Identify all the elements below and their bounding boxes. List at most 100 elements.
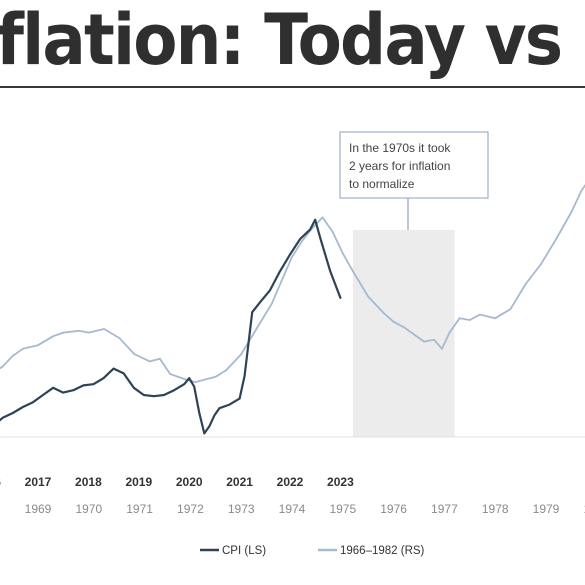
data-point xyxy=(314,218,317,221)
legend: CPI (LS) 1966–1982 (RS) xyxy=(200,545,425,557)
data-point xyxy=(441,347,443,350)
tick-label: 2019 xyxy=(125,475,152,489)
data-point xyxy=(102,377,105,380)
data-point xyxy=(402,326,405,329)
data-point xyxy=(228,403,231,406)
tick-label: 2017 xyxy=(25,475,52,489)
data-point xyxy=(62,331,65,334)
data-point xyxy=(494,317,497,320)
data-point xyxy=(301,239,304,242)
data-point xyxy=(524,283,527,285)
tick-label: 1979 xyxy=(533,502,560,516)
data-point xyxy=(270,302,273,305)
data-point xyxy=(352,270,354,273)
data-point xyxy=(37,344,39,347)
data-point xyxy=(251,311,254,314)
series-line xyxy=(0,183,585,384)
data-point xyxy=(339,296,342,299)
data-point xyxy=(479,313,481,316)
series-line xyxy=(0,218,342,435)
data-point xyxy=(540,263,542,266)
data-point xyxy=(280,279,283,282)
data-point xyxy=(82,384,85,387)
tick-label: 1968 xyxy=(0,502,1,516)
data-point xyxy=(22,406,24,408)
data-point xyxy=(341,252,344,255)
data-point xyxy=(321,216,324,219)
data-point xyxy=(214,375,217,378)
legend-label-cpi: CPI (LS) xyxy=(222,545,266,557)
data-point xyxy=(433,338,436,341)
data-point xyxy=(367,295,370,298)
tick-label: 2018 xyxy=(75,475,102,489)
page-title: flation: Today vs 19 xyxy=(0,0,566,81)
tick-label: 2022 xyxy=(277,475,304,489)
data-point xyxy=(163,394,165,396)
data-point xyxy=(11,412,14,414)
data-point xyxy=(52,335,55,338)
data-point xyxy=(203,432,206,435)
data-point xyxy=(240,353,243,356)
data-point xyxy=(133,353,136,356)
data-point xyxy=(188,377,191,380)
data-point xyxy=(118,337,121,339)
data-point xyxy=(42,394,44,396)
x-axis-bottom-ticks: 1968 1969 1970 1971 1972 1973 1974 1975 1976 1977… xyxy=(0,502,585,516)
data-point xyxy=(92,383,95,386)
data-point xyxy=(208,425,211,428)
tick-label: 2021 xyxy=(226,475,253,489)
data-point xyxy=(299,238,301,240)
series-1966-1982 xyxy=(0,183,585,384)
data-point xyxy=(1,365,4,368)
data-point xyxy=(448,331,451,334)
data-point xyxy=(258,301,261,304)
tick-label: 1973 xyxy=(228,502,255,516)
data-point xyxy=(132,386,135,389)
data-point xyxy=(580,189,583,192)
annotation-line: In the 1970s it took xyxy=(349,141,451,155)
data-point xyxy=(204,378,207,381)
data-point xyxy=(570,211,573,213)
annotation: In the 1970s it took 2 years for inflati… xyxy=(339,131,489,230)
tick-label: 1977 xyxy=(431,502,458,516)
data-point xyxy=(392,320,395,323)
data-point xyxy=(268,289,271,292)
data-point xyxy=(87,331,90,334)
legend-label-1966-1982: 1966–1982 (RS) xyxy=(340,545,425,557)
data-point xyxy=(468,319,471,321)
x-axis-top-ticks: 2016 2017 2018 2019 2020 2021 2022 2023 xyxy=(0,475,354,489)
tick-label: 1978 xyxy=(482,502,509,516)
tick-label: 1969 xyxy=(25,502,52,516)
data-point xyxy=(153,395,155,398)
data-point xyxy=(509,308,512,311)
data-point xyxy=(255,328,258,330)
tick-label: 1975 xyxy=(329,502,356,516)
data-point xyxy=(169,373,172,375)
tick-label: 2023 xyxy=(327,475,354,489)
data-point xyxy=(413,333,415,336)
data-point xyxy=(243,374,246,377)
tick-label: 1974 xyxy=(279,502,306,516)
annotation-line: to normalize xyxy=(349,177,415,191)
series-cpi xyxy=(0,218,342,435)
tick-label: 2016 xyxy=(0,475,1,489)
data-point xyxy=(555,238,558,240)
data-point xyxy=(173,389,176,392)
data-point xyxy=(331,230,334,233)
tick-label: 1980 xyxy=(583,502,585,516)
data-point xyxy=(21,347,24,350)
data-point xyxy=(32,401,34,404)
data-point xyxy=(122,372,125,375)
data-point xyxy=(289,253,291,256)
tick-label: 1971 xyxy=(126,502,153,516)
data-point xyxy=(218,407,221,410)
tick-label: 1970 xyxy=(75,502,102,516)
data-point xyxy=(198,412,201,414)
data-point xyxy=(194,381,197,383)
tick-label: 1976 xyxy=(380,502,407,516)
data-point xyxy=(77,329,80,332)
data-point xyxy=(458,317,461,320)
data-point xyxy=(319,236,322,239)
shaded-period xyxy=(352,230,455,437)
